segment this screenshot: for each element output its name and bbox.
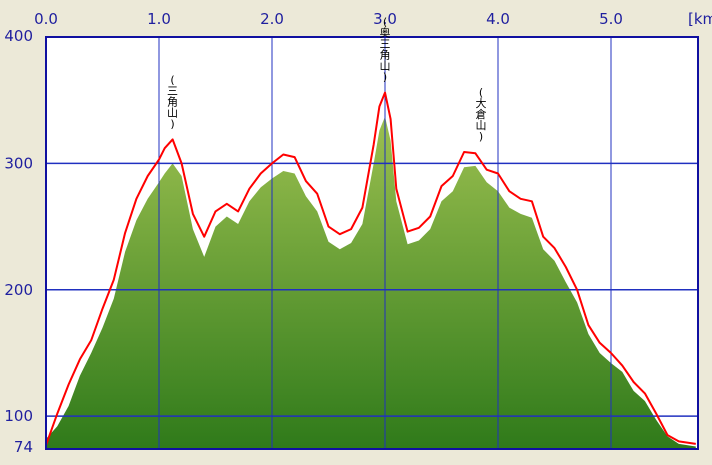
- profile-area: [46, 116, 696, 449]
- x-tick-label: 3.0: [373, 10, 397, 28]
- y-tick-label: 74: [14, 438, 33, 456]
- peak-label-char: 山: [167, 106, 178, 119]
- x-tick-label: 2.0: [260, 10, 284, 28]
- peak-label-char: 角: [167, 95, 178, 108]
- x-unit-label: [km: [688, 10, 712, 28]
- x-tick-label: 1.0: [147, 10, 171, 28]
- y-tick-labels: 400 300 200 100 74: [4, 27, 33, 456]
- elevation-line: [45, 91, 696, 446]
- peak-label-char: ): [170, 117, 174, 130]
- peak-label-char: 角: [380, 49, 391, 62]
- peak-label-char: (: [383, 16, 387, 29]
- peak-label-char: 倉: [476, 107, 487, 121]
- peak-label-char: 三: [167, 84, 178, 97]
- plot-frame: [45, 36, 699, 450]
- peak-label-char: 奥: [380, 26, 391, 40]
- x-tick-labels: 0.0 1.0 2.0 3.0 4.0 5.0: [34, 10, 623, 28]
- y-tick-label: 200: [4, 281, 33, 299]
- x-tick-label: 0.0: [34, 10, 58, 28]
- peak-label-char: 山: [380, 60, 391, 73]
- peak-label-char: 大: [476, 96, 487, 110]
- profile-area-layer: [46, 116, 696, 449]
- peak-label: (大倉山): [476, 86, 487, 143]
- peak-label-char: ): [479, 130, 483, 143]
- peak-label-char: (: [170, 73, 174, 86]
- peak-label: (三角山): [167, 73, 178, 130]
- grid-layer: [46, 37, 698, 449]
- x-tick-label: 4.0: [486, 10, 510, 28]
- y-tick-label: 400: [4, 27, 33, 45]
- y-tick-label: 300: [4, 154, 33, 172]
- y-tick-label: 100: [4, 407, 33, 425]
- elevation-line-layer: [45, 91, 696, 446]
- peak-label-char: ): [383, 71, 387, 84]
- peak-label-char: (: [479, 86, 483, 99]
- peak-label-char: 山: [476, 119, 487, 132]
- peak-label-char: 三: [380, 38, 391, 51]
- x-tick-label: 5.0: [599, 10, 623, 28]
